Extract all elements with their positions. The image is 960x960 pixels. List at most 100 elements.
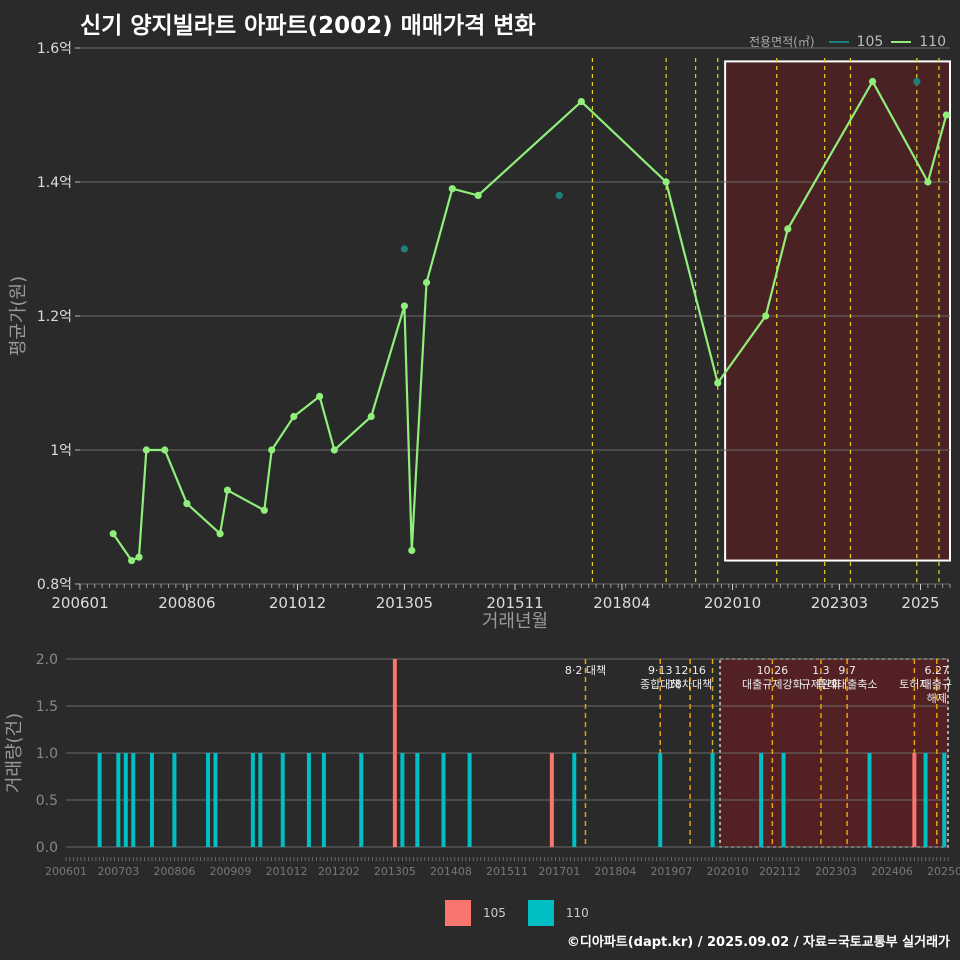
bar-110 [131,753,136,847]
bar-110 [206,753,211,847]
bar-110 [123,753,128,847]
chart-title: 신기 양지빌라트 아파트(2002) 매매가격 변화 [80,13,536,39]
bar-110 [942,753,947,847]
y-axis-title: 거래량(건) [4,713,25,793]
y-tick-label: 1.4억 [37,175,72,191]
legend-title: 전용면적(㎡) [749,35,815,49]
bar-110 [258,753,263,847]
data-point-110 [128,556,136,565]
y-axis-title: 평균가(원) [8,276,29,356]
bar-110 [710,753,715,847]
bar-110 [116,753,121,847]
y-tick-label: 1.0 [36,746,58,762]
x-tick-label: 202509 [927,865,960,878]
y-tick-label: 1억 [50,443,72,459]
data-point-110 [161,446,169,454]
bar-110 [572,753,577,847]
y-tick-label: 0.5 [36,793,58,809]
data-point-110 [408,546,416,555]
legend-item-105-bar: 105 [445,900,506,926]
y-tick-label: 0.0 [36,840,58,856]
data-point-110 [714,379,722,387]
x-tick-label: 200703 [97,865,139,878]
legend-swatch-105 [445,900,471,926]
bar-105 [912,753,917,847]
y-tick-label: 0.8억 [37,577,72,593]
bar-110 [250,753,255,847]
data-point-110 [268,446,276,454]
data-point-110 [216,530,224,538]
legend-label-105: 105 [856,33,884,50]
data-point-110 [330,446,338,454]
highlight-region [724,60,952,562]
policy-label: 12·16 18차대책 [668,664,712,691]
bar-110 [280,753,285,847]
bar-110 [658,753,663,847]
bar-110 [441,753,446,847]
bar-110 [306,753,311,847]
bar-110 [400,753,405,847]
policy-label: 10.26 대출규제강화 [742,664,803,691]
legend-swatch-110 [527,900,554,926]
bar-110 [321,753,326,847]
legend-label-110-bar: 110 [565,906,589,920]
data-point-105 [400,245,409,253]
data-point-105 [555,191,563,199]
data-point-110 [924,178,932,186]
data-point-110 [762,312,770,320]
x-tick-label: 201907 [650,865,692,878]
y-tick-label: 2.0 [36,652,58,668]
data-point-110 [942,111,950,119]
x-tick-label: 2025 [901,594,939,612]
legend-item-110-bar: 110 [527,900,589,926]
x-tick-label: 200806 [158,594,215,612]
x-tick-label: 201701 [538,865,580,878]
volume-legend: 105 110 [445,900,611,926]
data-point-110 [290,412,298,421]
policy-label: 8·2 대책 [565,664,606,677]
bar-110 [467,753,472,847]
bar-110 [149,753,154,847]
bar-105 [392,659,397,847]
x-tick-label: 201511 [486,594,543,612]
legend-item-110: 110 [887,34,946,50]
bar-110 [97,753,102,847]
data-point-110 [223,486,232,494]
y-tick-label: 1.6억 [37,41,72,57]
x-tick-label: 202406 [871,865,913,878]
data-point-110 [135,553,143,561]
data-point-110 [260,506,268,514]
bar-110 [213,753,218,847]
legend-item-105: 105 [825,33,884,50]
legend-label-105-bar: 105 [483,906,506,920]
policy-label: 6.27 대출규 해제 [922,664,952,705]
x-tick-label: 200909 [209,865,251,878]
data-point-110 [183,500,191,508]
y-tick-label: 1.2억 [37,309,72,325]
x-tick-label: 201804 [594,865,636,878]
x-tick-label: 201202 [318,865,360,878]
data-point-110 [662,178,670,186]
legend-label-110: 110 [919,33,946,50]
data-point-110 [868,77,877,86]
bar-110 [781,753,786,847]
x-axis-title: 거래년월 [482,611,548,632]
x-tick-label: 201511 [486,865,528,878]
bar-110 [867,753,872,847]
legend-key-105 [828,40,849,43]
x-tick-label: 202010 [704,594,761,612]
y-tick-label: 1.5 [36,699,58,715]
policy-label: 1.3 규제완화 [801,664,841,691]
price-line-chart: 0.8억 1억 1.2억 1.4억 1.6억 200601 200806 201012 2013… [8,41,952,632]
x-tick-label: 201012 [266,865,308,878]
bar-110 [415,753,420,847]
data-point-105 [913,77,921,86]
x-tick-label: 200806 [153,865,195,878]
data-point-110 [316,392,324,400]
x-tick-label: 201408 [430,865,472,878]
data-point-110 [448,185,456,193]
data-point-110 [400,302,409,310]
bar-110 [923,753,928,847]
data-point-110 [474,191,482,199]
data-point-110 [784,225,792,233]
